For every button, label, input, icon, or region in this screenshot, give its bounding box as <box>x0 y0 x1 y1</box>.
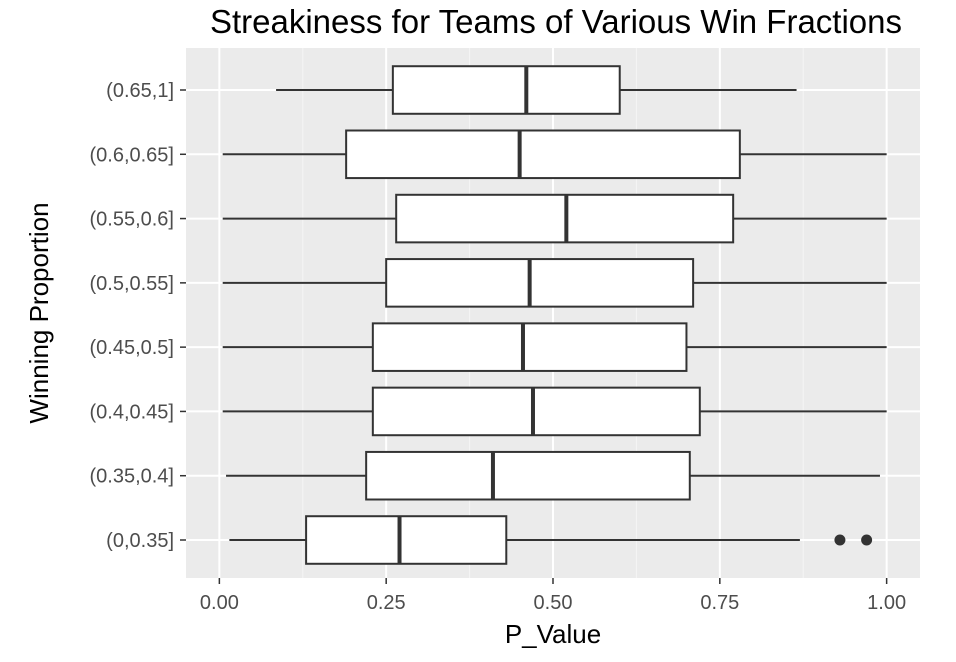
box-1 <box>229 515 873 565</box>
outlier-point <box>861 534 873 546</box>
outlier-point <box>834 534 846 546</box>
chart-title: Streakiness for Teams of Various Win Fra… <box>210 3 902 40</box>
x-tick-label: 0.00 <box>200 592 239 614</box>
box-5 <box>222 258 887 308</box>
x-axis-title: P_Value <box>505 619 601 649</box>
box-3 <box>222 386 887 437</box>
iqr-box <box>365 450 691 501</box>
y-tick-label: (0.45,0.5] <box>89 337 174 359</box>
x-tick-label: 1.00 <box>867 592 906 614</box>
y-tick-label: (0.65,1] <box>106 80 174 102</box>
x-tick-label: 0.50 <box>534 592 573 614</box>
y-tick-label: (0.5,0.55] <box>89 273 174 295</box>
iqr-box <box>371 386 701 437</box>
iqr-box <box>385 258 695 308</box>
box-8 <box>276 65 797 115</box>
y-tick-label: (0,0.35] <box>106 530 174 552</box>
y-axis-title: Winning Proportion <box>24 202 54 423</box>
x-tick-label: 0.75 <box>700 592 739 614</box>
iqr-box <box>371 322 688 372</box>
box-7 <box>222 129 887 180</box>
iqr-box <box>391 65 621 115</box>
box-2 <box>226 450 880 501</box>
y-tick-label: (0.35,0.4] <box>89 466 174 488</box>
axes: 0.00 0.25 0.50 0.75 1.00 (0,0.35] (0.35,0.4] (0… <box>89 80 906 614</box>
y-tick-label: (0.6,0.65] <box>89 144 174 166</box>
box-6 <box>222 193 887 244</box>
x-tick-label: 0.25 <box>367 592 406 614</box>
y-tick-label: (0.55,0.6] <box>89 209 174 231</box>
box-series <box>222 65 887 565</box>
box-4 <box>222 322 887 372</box>
iqr-box <box>305 515 508 565</box>
iqr-box <box>345 129 741 180</box>
y-tick-label: (0.4,0.45] <box>89 401 174 423</box>
